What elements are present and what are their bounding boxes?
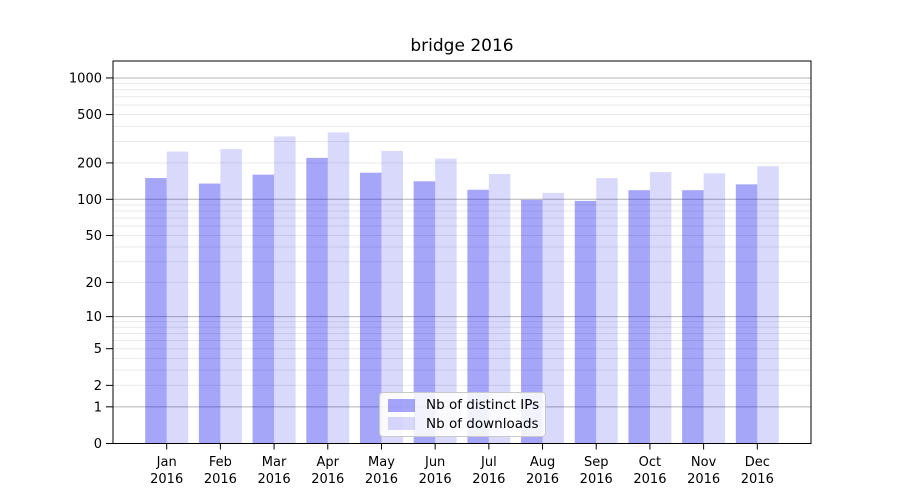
x-tick-label: Jul 2016: [472, 455, 505, 487]
x-tick-label: Sep 2016: [580, 455, 613, 487]
legend-swatch-distinct-ips: [388, 398, 415, 412]
bar-feb-ips: [198, 183, 221, 444]
x-tick-label: Feb 2016: [204, 455, 237, 487]
x-tick-label: May 2016: [365, 455, 398, 487]
legend: Nb of distinct IPs Nb of downloads: [379, 392, 546, 437]
bar-may-ips: [359, 172, 382, 444]
legend-swatch-downloads: [388, 417, 415, 431]
bar-mar-downloads: [274, 136, 296, 444]
bar-jul-ips: [467, 189, 489, 444]
y-tick-label: 10: [85, 310, 102, 325]
bar-nov-downloads: [703, 173, 726, 444]
x-tick-label: Dec 2016: [741, 455, 774, 487]
legend-label: Nb of downloads: [426, 415, 539, 432]
bar-apr-ips: [306, 157, 328, 444]
y-tick-label: 200: [77, 156, 102, 171]
x-tick-label: Jun 2016: [419, 455, 452, 487]
legend-label: Nb of distinct IPs: [426, 397, 540, 414]
y-tick-label: 50: [85, 229, 102, 244]
bar-nov-ips: [682, 190, 704, 444]
legend-item-distinct-ips: Nb of distinct IPs: [388, 397, 540, 414]
bar-jun-downloads: [435, 158, 457, 444]
bar-oct-ips: [628, 190, 650, 444]
y-tick-label: 1: [94, 400, 102, 415]
bar-oct-downloads: [649, 172, 672, 444]
y-tick-label: 0: [94, 437, 102, 452]
y-tick-label: 5: [94, 342, 102, 357]
bar-dec-ips: [735, 184, 758, 444]
bar-jun-ips: [413, 181, 436, 444]
bar-jan-ips: [145, 178, 167, 444]
x-tick-label: Jan 2016: [150, 455, 183, 487]
y-axis: 0 1 2 5 10 20 50 100 200 500 1000: [69, 71, 113, 452]
bar-feb-downloads: [220, 149, 242, 444]
bar-dec-downloads: [757, 166, 779, 444]
y-tick-label: 20: [85, 276, 102, 291]
x-tick-label: Aug 2016: [526, 455, 559, 487]
y-tick-label: 500: [77, 108, 102, 123]
bar-aug-downloads: [542, 192, 565, 444]
bar-aug-ips: [521, 199, 543, 444]
bar-apr-downloads: [327, 132, 350, 444]
plot-border: [112, 60, 812, 444]
x-axis: Jan 2016 Feb 2016 Mar 2016 Apr 2016 May 2016 Jun 20…: [150, 443, 774, 487]
x-tick-label: Apr 2016: [311, 455, 344, 487]
y-tick-label: 1000: [69, 71, 102, 86]
x-tick-label: Nov 2016: [687, 455, 720, 487]
bar-mar-ips: [252, 174, 275, 444]
legend-item-downloads: Nb of downloads: [388, 415, 539, 432]
bars: [145, 132, 779, 444]
y-tick-label: 2: [94, 379, 102, 394]
chart-title: bridge 2016: [410, 36, 514, 56]
bar-jul-downloads: [488, 173, 511, 444]
x-tick-label: Mar 2016: [258, 455, 291, 487]
x-tick-label: Oct 2016: [633, 455, 666, 487]
bar-sep-ips: [574, 200, 597, 444]
bar-jan-downloads: [166, 151, 189, 444]
bar-sep-downloads: [596, 178, 618, 444]
y-tick-label: 100: [77, 193, 102, 208]
bar-may-downloads: [381, 150, 403, 444]
